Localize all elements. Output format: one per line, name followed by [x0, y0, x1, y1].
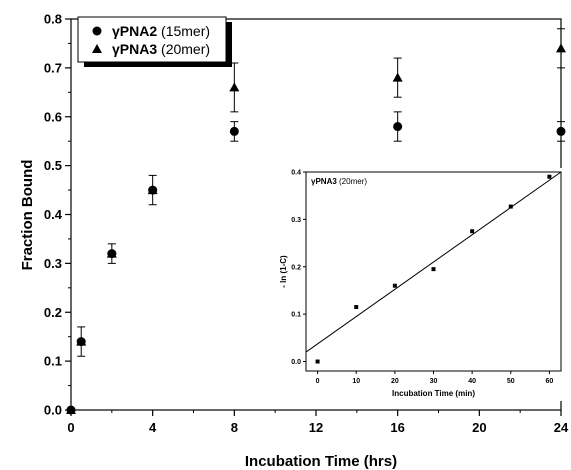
- inset-data-point: [431, 267, 436, 272]
- data-point-pna2: [556, 126, 566, 136]
- inset-x-tick-label: 60: [546, 378, 554, 385]
- y-tick-label: 0.7: [44, 60, 62, 75]
- legend-pna2-rest: (15mer): [157, 23, 210, 39]
- y-tick-label: 0.4: [44, 207, 63, 222]
- inset-title-rest: (20mer): [337, 177, 368, 186]
- legend-pna3-rest: (20mer): [157, 41, 210, 57]
- inset-x-tick-label: 40: [468, 378, 476, 385]
- data-point-pna3: [66, 405, 76, 414]
- inset-axis-ticks: [303, 171, 550, 374]
- data-point-pna3: [147, 185, 158, 195]
- legend-marker-triangle: [92, 44, 102, 53]
- legend-entry-pna3: γPNA3 (20mer): [112, 41, 210, 57]
- y-tick-label: 0.5: [44, 158, 62, 173]
- inset-y-tick-label: 0.3: [291, 217, 301, 224]
- main-data-marks: [66, 28, 566, 415]
- data-point-pna3: [556, 43, 566, 53]
- inset-title-bold: γPNA3: [311, 177, 337, 186]
- inset-data-point: [547, 174, 552, 179]
- inset-data-point: [392, 283, 397, 288]
- inset-fit-line: [305, 171, 562, 353]
- inset-x-tick-label: 20: [391, 378, 399, 385]
- x-tick-label: 4: [149, 420, 157, 435]
- y-tick-label: 0.6: [44, 109, 62, 124]
- x-tick-label: 8: [231, 420, 238, 435]
- main-y-axis-title: Fraction Bound: [19, 160, 36, 271]
- data-point-pna3: [229, 82, 240, 92]
- data-point-pna2: [229, 126, 239, 136]
- data-point-pna3: [76, 336, 87, 346]
- legend-box: [77, 16, 227, 63]
- inset-data-point: [470, 229, 475, 234]
- y-tick-label: 0.8: [44, 12, 62, 27]
- inset-y-tick-label: 0.2: [291, 264, 301, 271]
- y-tick-label: 0.2: [44, 305, 62, 320]
- inset-data-point: [354, 305, 359, 310]
- inset-background: [282, 168, 566, 401]
- main-chart: 0 4 8 12 16 20 24 0.0 0.1 0.2 0.3 0.4 0.5 0.6 0.7 0.8 I…: [19, 12, 569, 470]
- inset-x-tick-label: 50: [507, 378, 515, 385]
- y-tick-label: 0.0: [44, 403, 62, 418]
- inset-x-tick-label: 0: [316, 378, 320, 385]
- x-tick-label: 16: [390, 420, 404, 435]
- x-tick-label: 20: [472, 420, 486, 435]
- inset-y-axis-title: - ln (1-C): [279, 255, 288, 288]
- inset-tick-labels: 0 10 20 30 40 50 60 0.0 0.1 0.2 0.3 0.4: [291, 170, 553, 386]
- x-tick-label: 0: [67, 420, 74, 435]
- inset-chart: 0 10 20 30 40 50 60 0.0 0.1 0.2 0.3 0.4 γPNA3 (20me…: [279, 168, 566, 401]
- x-tick-label: 12: [309, 420, 323, 435]
- inset-data-marks: [305, 171, 562, 364]
- legend: γPNA2 (15mer) γPNA3 (20mer): [77, 16, 232, 67]
- data-point-pna3: [392, 72, 403, 82]
- legend-entry-pna2: γPNA2 (15mer): [112, 23, 210, 39]
- legend-marker-circle: [92, 26, 102, 36]
- data-point-pna3: [106, 248, 117, 258]
- inset-title: γPNA3 (20mer): [311, 177, 367, 186]
- data-point-pna2: [393, 122, 403, 132]
- inset-y-tick-label: 0.4: [291, 170, 301, 177]
- inset-y-tick-label: 0.0: [291, 359, 301, 366]
- main-axis-ticks: [65, 18, 562, 416]
- x-tick-label: 24: [554, 420, 569, 435]
- main-tick-labels: 0 4 8 12 16 20 24 0.0 0.1 0.2 0.3 0.4 0.5 0.6 0.7 0.8: [44, 12, 569, 436]
- legend-pna2-bold: γPNA2: [112, 23, 157, 39]
- inset-data-point: [315, 359, 320, 364]
- inset-data-point: [508, 204, 513, 209]
- y-tick-label: 0.1: [44, 354, 62, 369]
- y-tick-label: 0.3: [44, 256, 62, 271]
- legend-pna3-bold: γPNA3: [112, 41, 157, 57]
- inset-x-tick-label: 10: [352, 378, 360, 385]
- inset-x-axis-title: Incubation Time (min): [392, 389, 475, 398]
- inset-y-tick-label: 0.1: [291, 312, 301, 319]
- inset-x-tick-label: 30: [430, 378, 438, 385]
- main-x-axis-title: Incubation Time (hrs): [245, 453, 397, 470]
